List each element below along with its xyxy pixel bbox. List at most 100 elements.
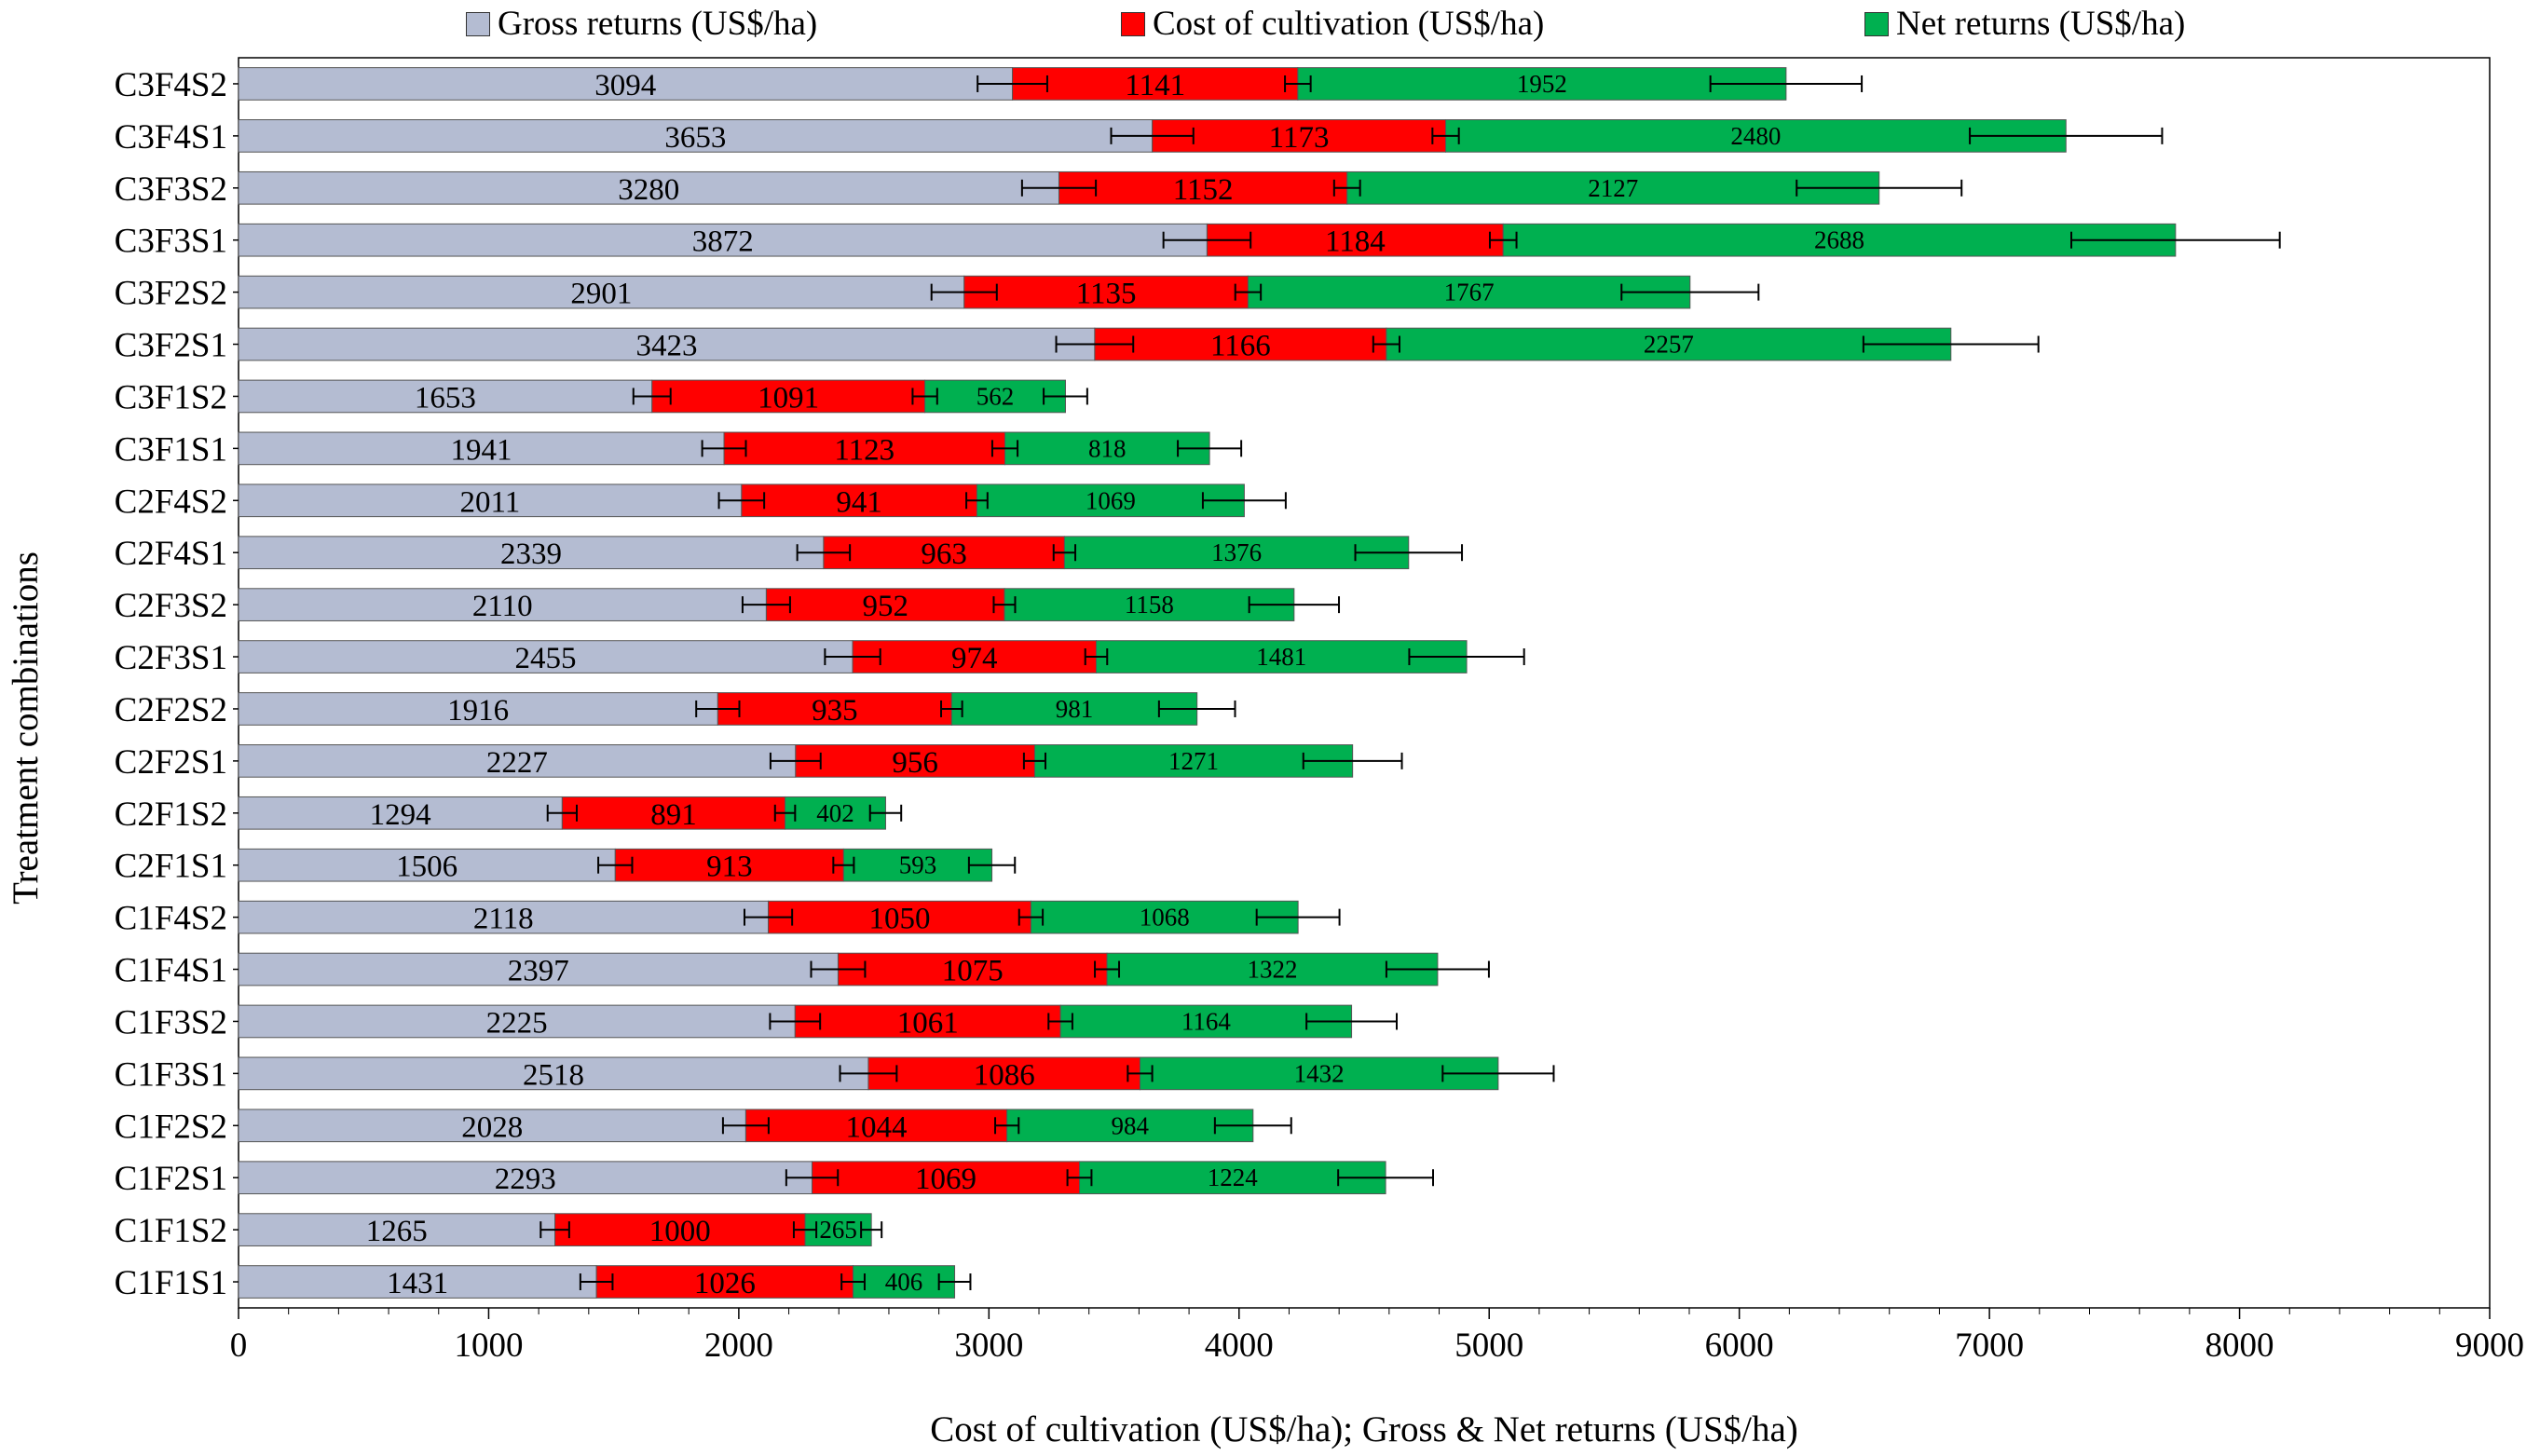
bar-C3F4S2-series0	[238, 67, 1014, 101]
data-label-C1F3S1-series2: 1432	[1294, 1059, 1345, 1087]
data-label-C2F4S2-series1: 941	[836, 485, 882, 519]
y-tick-label-C3F2S1: C3F2S1	[115, 327, 227, 365]
y-tick-label-C1F1S2: C1F1S2	[115, 1212, 227, 1250]
data-label-C1F2S2-series2: 984	[1111, 1111, 1149, 1139]
bar-C3F4S1-series0	[238, 119, 1154, 153]
bar-C2F1S1-series0	[238, 848, 616, 882]
bar-C2F2S2-series0	[238, 692, 718, 726]
data-label-C3F3S1-series2: 2688	[1814, 226, 1864, 254]
data-label-C2F3S1-series0: 2455	[515, 642, 577, 675]
data-label-C3F1S2-series2: 562	[976, 382, 1015, 410]
data-label-C2F2S2-series1: 935	[812, 694, 858, 728]
data-label-C2F1S1-series0: 1506	[396, 850, 457, 884]
data-label-C2F3S1-series1: 974	[951, 642, 998, 675]
bar-C2F3S2-series0	[238, 588, 767, 621]
bar-C3F4S2-series1	[1012, 67, 1299, 101]
data-label-C1F3S1-series0: 2518	[523, 1058, 584, 1092]
data-label-C1F3S1-series1: 1086	[974, 1058, 1035, 1092]
x-tick-label-2000: 2000	[704, 1327, 773, 1365]
data-label-C1F1S2-series1: 1000	[649, 1215, 711, 1248]
bar-C1F1S1-series0	[238, 1265, 597, 1299]
data-label-C1F4S2-series1: 1050	[868, 903, 930, 936]
data-label-C3F3S2-series0: 3280	[618, 173, 679, 207]
bar-C1F1S2-series0	[238, 1213, 556, 1246]
bar-C2F4S1-series0	[238, 536, 825, 570]
bar-C3F4S1-series1	[1152, 119, 1447, 153]
bar-C3F4S2-series2	[1297, 67, 1787, 101]
data-label-C1F2S1-series2: 1224	[1208, 1163, 1259, 1191]
data-label-C2F1S2-series1: 891	[650, 798, 697, 832]
bar-C1F1S1-series1	[595, 1265, 854, 1299]
y-tick-label-C3F4S1: C3F4S1	[115, 118, 227, 156]
x-tick-label-1000: 1000	[454, 1327, 523, 1365]
data-label-C2F3S1-series2: 1481	[1256, 643, 1306, 671]
bar-C2F3S1-series2	[1095, 640, 1468, 674]
y-tick-label-C1F3S2: C1F3S2	[115, 1003, 227, 1041]
y-tick-label-C2F4S2: C2F4S2	[115, 483, 227, 521]
data-label-C1F3S2-series2: 1164	[1181, 1007, 1231, 1035]
data-label-C3F3S1-series1: 1184	[1325, 225, 1386, 259]
x-tick-label-0: 0	[230, 1327, 248, 1365]
y-tick-label-C3F2S2: C3F2S2	[115, 275, 227, 313]
data-label-C1F1S1-series2: 406	[885, 1268, 923, 1296]
y-tick-label-C2F3S1: C2F3S1	[115, 639, 227, 677]
data-label-C3F4S2-series2: 1952	[1517, 70, 1567, 98]
legend-item-gross: Gross returns (US$/ha)	[466, 4, 817, 44]
y-tick-label-C3F3S2: C3F3S2	[115, 170, 227, 209]
bar-C1F3S1-series0	[238, 1056, 869, 1091]
data-label-C3F3S2-series1: 1152	[1173, 173, 1234, 207]
y-tick-label-C2F1S2: C2F1S2	[115, 796, 227, 834]
bar-C2F1S2-series2	[785, 796, 886, 830]
data-label-C1F3S2-series0: 2225	[486, 1006, 548, 1040]
legend-swatch-net	[1864, 11, 1889, 36]
legend-swatch-cost	[1121, 11, 1145, 36]
data-label-C1F4S1-series2: 1322	[1247, 956, 1297, 984]
bar-C2F2S1-series1	[795, 744, 1035, 778]
data-label-C2F2S1-series1: 956	[892, 746, 938, 780]
data-label-C1F3S2-series1: 1061	[897, 1006, 959, 1040]
data-label-C2F4S1-series0: 2339	[500, 537, 562, 571]
data-label-C2F1S1-series1: 913	[706, 850, 753, 884]
data-label-C2F4S1-series1: 963	[921, 537, 967, 571]
bar-C1F2S2-series2	[1006, 1109, 1254, 1143]
bar-C1F1S1-series2	[853, 1265, 956, 1299]
y-tick-label-C2F2S2: C2F2S2	[115, 691, 227, 729]
data-label-C1F1S2-series0: 1265	[366, 1215, 428, 1248]
data-label-C3F2S1-series1: 1166	[1210, 330, 1271, 363]
y-tick-label-C3F1S2: C3F1S2	[115, 378, 227, 416]
data-label-C2F2S2-series0: 1916	[447, 694, 509, 728]
bar-C1F3S2-series2	[1059, 1004, 1353, 1039]
data-label-C1F2S1-series0: 2293	[495, 1163, 556, 1196]
data-label-C3F2S1-series2: 2257	[1644, 331, 1694, 359]
data-label-C3F1S1-series1: 1123	[834, 433, 894, 467]
data-label-C3F4S1-series1: 1173	[1269, 121, 1330, 155]
data-label-C1F2S1-series1: 1069	[915, 1163, 976, 1196]
bar-C3F3S2-series2	[1346, 170, 1880, 205]
data-label-C1F4S2-series2: 1068	[1140, 904, 1190, 932]
x-tick-label-4000: 4000	[1205, 1327, 1274, 1365]
legend-swatch-gross	[466, 11, 490, 36]
data-label-C2F3S2-series0: 2110	[472, 590, 533, 623]
y-tick-label-C1F2S2: C1F2S2	[115, 1108, 227, 1146]
data-label-C2F3S2-series1: 952	[862, 590, 908, 623]
x-tick-label-8000: 8000	[2205, 1327, 2274, 1365]
y-tick-label-C2F4S1: C2F4S1	[115, 535, 227, 573]
y-tick-label-C1F3S1: C1F3S1	[115, 1055, 227, 1094]
x-tick-label-9000: 9000	[2455, 1327, 2524, 1365]
bar-C1F2S1-series1	[812, 1161, 1081, 1195]
x-tick-label-3000: 3000	[954, 1327, 1023, 1365]
bar-C1F3S2-series0	[238, 1004, 796, 1039]
bar-C2F3S2-series2	[1004, 588, 1295, 621]
data-label-C3F1S1-series0: 1941	[451, 433, 512, 467]
data-label-C2F1S2-series2: 402	[816, 799, 854, 827]
y-tick-label-C3F4S2: C3F4S2	[115, 66, 227, 104]
data-label-C2F2S1-series0: 2227	[486, 746, 548, 780]
data-label-C3F2S2-series0: 2901	[570, 278, 632, 311]
y-tick-label-C2F3S2: C2F3S2	[115, 587, 227, 625]
data-label-C1F4S2-series0: 2118	[473, 903, 534, 936]
data-label-C2F3S2-series2: 1158	[1125, 591, 1174, 619]
y-tick-label-C1F2S1: C1F2S1	[115, 1160, 227, 1198]
data-label-C1F4S1-series1: 1075	[942, 955, 1004, 988]
bar-C3F2S2-series0	[238, 275, 965, 309]
